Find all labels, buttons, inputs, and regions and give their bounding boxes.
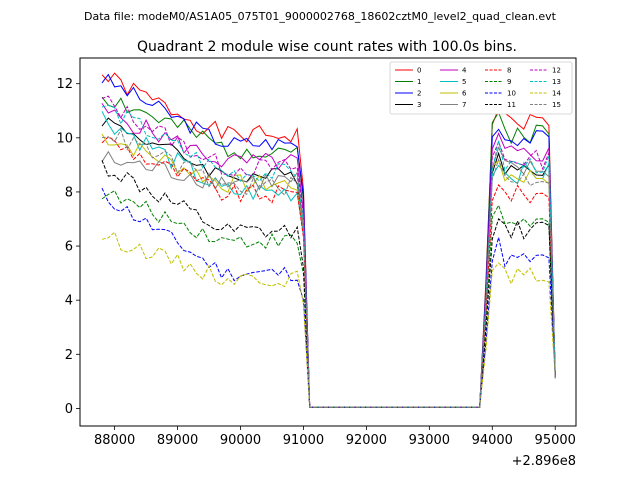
x-tick-label: 94000 <box>472 433 513 448</box>
series-line-7 <box>101 146 556 408</box>
y-tick-label: 6 <box>65 240 73 255</box>
series-line-6 <box>101 133 556 408</box>
series-line-4 <box>101 103 556 408</box>
series-line-2 <box>101 73 556 408</box>
series-line-15 <box>101 128 556 408</box>
series-line-9 <box>101 190 556 408</box>
series-line-0 <box>101 72 556 408</box>
x-tick-label: 90000 <box>220 433 261 448</box>
plot-frame <box>79 57 577 427</box>
y-tick-label: 10 <box>56 131 73 146</box>
legend-label-13: 13 <box>552 78 561 86</box>
legend-label-0: 0 <box>417 67 421 75</box>
legend-label-8: 8 <box>507 67 511 75</box>
legend-label-7: 7 <box>462 101 466 109</box>
x-tick-label: 93000 <box>409 433 450 448</box>
series-layer <box>101 72 556 408</box>
x-tick-label: 92000 <box>346 433 387 448</box>
x-axis-offset-label: +2.896e8 <box>512 454 576 469</box>
legend-label-1: 1 <box>417 78 421 86</box>
series-line-5 <box>101 111 556 408</box>
y-tick-label: 12 <box>56 77 73 92</box>
y-tick-label: 4 <box>65 294 73 309</box>
x-tick-label: 89000 <box>157 433 198 448</box>
axis-ticks: 88000 89000 90000 91000 92000 93000 94000 95000… <box>56 77 575 448</box>
series-line-13 <box>101 104 556 408</box>
series-line-11 <box>101 160 556 408</box>
legend-label-15: 15 <box>552 101 561 109</box>
legend-label-11: 11 <box>507 101 516 109</box>
legend-label-10: 10 <box>507 90 516 98</box>
series-line-1 <box>101 96 556 408</box>
legend-label-12: 12 <box>552 67 561 75</box>
legend-label-2: 2 <box>417 90 421 98</box>
legend-box <box>389 61 573 115</box>
x-tick-label: 91000 <box>283 433 324 448</box>
y-tick-label: 8 <box>65 185 73 200</box>
legend-label-9: 9 <box>507 78 511 86</box>
chart-title: Quadrant 2 module wise count rates with … <box>137 39 517 55</box>
data-file-suptitle: Data file: modeM0/AS1A05_075T01_90000027… <box>84 10 557 23</box>
legend-label-14: 14 <box>552 90 561 98</box>
legend-label-3: 3 <box>417 101 421 109</box>
legend-label-5: 5 <box>462 78 466 86</box>
series-line-14 <box>101 231 556 408</box>
legend-label-4: 4 <box>462 67 467 75</box>
y-tick-label: 2 <box>65 348 73 363</box>
y-tick-label: 0 <box>65 402 73 417</box>
legend-label-6: 6 <box>462 90 467 98</box>
x-tick-label: 95000 <box>535 433 576 448</box>
x-tick-label: 88000 <box>94 433 135 448</box>
series-line-8 <box>101 136 556 408</box>
series-line-12 <box>101 95 556 408</box>
